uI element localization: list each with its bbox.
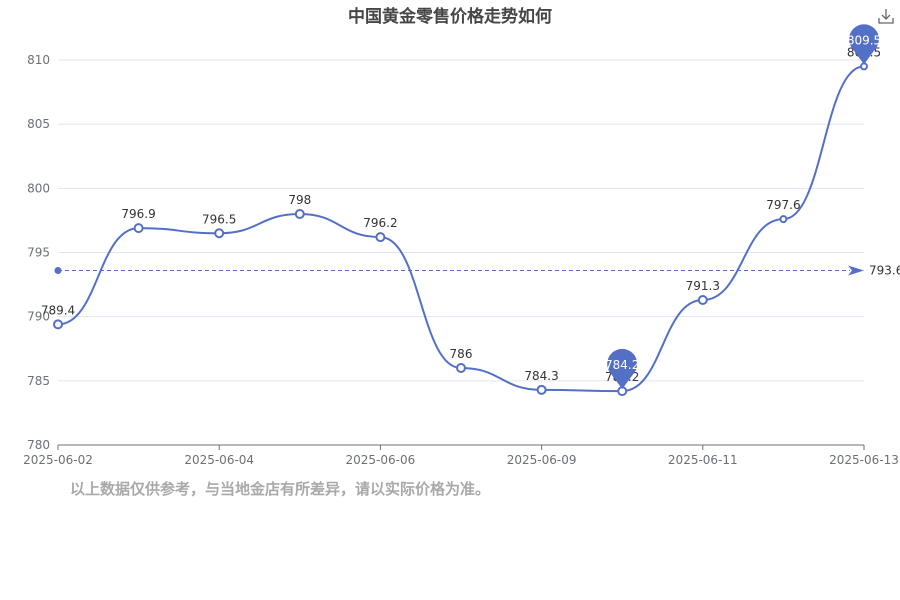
- data-point: [536, 384, 547, 395]
- max-mark-pin-label: 809.5: [847, 33, 881, 47]
- data-label: 797.6: [766, 198, 800, 212]
- footnote: 以上数据仅供参考，与当地金店有所差异，请以实际价格为准。: [70, 480, 491, 498]
- data-point: [779, 215, 788, 224]
- y-tick-label: 780: [27, 438, 50, 452]
- chart-title: 中国黄金零售价格走势如何: [348, 7, 552, 27]
- data-point: [456, 363, 466, 373]
- data-label: 798: [288, 193, 311, 207]
- series-line: [57, 65, 865, 393]
- x-tick-label: 2025-06-13: [829, 453, 899, 467]
- average-line-label: 793.6: [869, 263, 900, 277]
- min-mark-pin: [607, 348, 638, 390]
- download-icon-glyph: [878, 9, 894, 24]
- data-point: [294, 209, 305, 219]
- data-label: 796.9: [121, 207, 155, 221]
- download-icon[interactable]: [876, 6, 896, 26]
- average-line-arrow: [848, 265, 864, 276]
- data-label: 791.3: [686, 279, 720, 293]
- data-label: 786: [450, 347, 473, 361]
- y-tick-label: 805: [27, 117, 50, 131]
- max-mark-pin: [849, 24, 879, 65]
- min-mark-pin-label: 784.2: [605, 358, 639, 372]
- data-label: 789.4: [41, 303, 75, 317]
- x-tick-label: 2025-06-09: [507, 453, 577, 467]
- data-label: 796.5: [202, 212, 236, 226]
- y-tick-label: 785: [27, 374, 50, 388]
- data-label: 784.3: [524, 369, 558, 383]
- average-line-start: [54, 266, 62, 274]
- x-tick-label: 2025-06-06: [346, 453, 416, 467]
- line-chart: 780 785 790 795 800 805 810 2025-06-02 2025-06-0…: [23, 24, 900, 467]
- x-tick-label: 2025-06-02: [23, 453, 93, 467]
- y-tick-label: 790: [27, 310, 50, 324]
- data-point: [214, 228, 225, 239]
- data-point: [697, 294, 708, 305]
- data-point: [133, 223, 144, 234]
- data-point: [375, 232, 386, 243]
- data-label: 796.2: [363, 216, 397, 230]
- x-tick-label: 2025-06-11: [668, 453, 738, 467]
- y-tick-label: 810: [27, 53, 50, 67]
- y-tick-label: 795: [27, 246, 50, 260]
- x-tick-label: 2025-06-04: [184, 453, 254, 467]
- y-tick-label: 800: [27, 181, 50, 195]
- data-point: [53, 319, 63, 330]
